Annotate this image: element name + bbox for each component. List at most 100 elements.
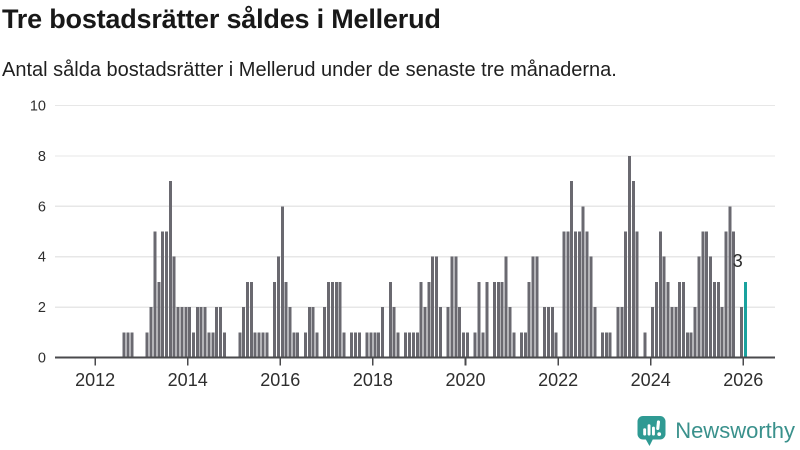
bar-month-30: [211, 332, 215, 358]
bar-month-108: [512, 332, 516, 358]
chart-subtitle: Antal sålda bostadsrätter i Mellerud und…: [2, 59, 617, 81]
bar-month-29: [207, 332, 211, 358]
bar-month-37: [238, 332, 242, 358]
bar-month-82: [411, 332, 415, 358]
bar-month-95: [462, 332, 466, 358]
highlight-value-label: 3: [733, 251, 743, 271]
bar-month-33: [222, 332, 226, 358]
bar-month-49: [284, 281, 288, 358]
bar-month-63: [338, 281, 342, 358]
bar-month-84: [419, 281, 423, 358]
bar-month-131: [601, 332, 604, 358]
x-axis-label-2012: 2012: [75, 370, 115, 390]
bar-month-31: [215, 307, 219, 358]
bar-month-41: [253, 332, 257, 358]
highlight-bar-latest: [743, 281, 747, 358]
bar-month-163: [724, 231, 728, 358]
bar-month-67: [354, 332, 358, 358]
bar-month-28: [203, 307, 207, 358]
bar-month-135: [616, 307, 620, 358]
bar-month-113: [531, 256, 535, 358]
bar-month-127: [585, 231, 589, 358]
bar-month-92: [450, 256, 454, 358]
bar-month-73: [377, 332, 381, 358]
bar-month-148: [666, 281, 670, 358]
bar-month-145: [655, 281, 659, 358]
bar-month-111: [523, 332, 527, 358]
bar-month-161: [716, 281, 720, 358]
bar-month-96: [465, 332, 469, 358]
bar-month-87: [431, 256, 435, 358]
bar-month-129: [593, 307, 597, 358]
bar-month-9: [130, 332, 134, 358]
bar-month-54: [303, 332, 307, 358]
x-axis-label-2022: 2022: [538, 370, 578, 390]
bar-month-23: [184, 307, 188, 358]
bar-month-55: [307, 307, 311, 358]
bar-month-19: [168, 181, 172, 358]
bar-month-80: [404, 332, 408, 358]
bar-month-38: [242, 307, 246, 358]
bar-month-125: [577, 231, 581, 358]
bar-month-136: [620, 307, 624, 358]
bar-month-119: [554, 332, 558, 358]
bar-month-27: [199, 307, 203, 358]
bar-month-62: [334, 281, 338, 358]
bar-month-138: [628, 155, 632, 358]
bar-month-43: [261, 332, 265, 358]
bar-month-70: [365, 332, 369, 358]
bar-month-59: [323, 307, 327, 358]
bar-month-86: [427, 281, 431, 358]
bar-month-42: [257, 332, 261, 358]
bar-month-116: [543, 307, 547, 358]
bar-month-78: [396, 332, 400, 358]
bar-month-16: [157, 281, 161, 358]
bar-month-32: [219, 307, 223, 358]
bar-month-25: [192, 332, 196, 358]
bar-month-48: [280, 206, 284, 358]
x-axis-label-2024: 2024: [631, 370, 671, 390]
bar-month-139: [631, 181, 635, 358]
bar-month-157: [701, 231, 705, 358]
bar-month-8: [126, 332, 130, 358]
x-axis-label-2014: 2014: [168, 370, 208, 390]
bar-month-142: [643, 332, 647, 358]
bar-month-118: [550, 307, 554, 358]
bar-month-137: [624, 231, 628, 358]
bar-month-57: [315, 332, 319, 358]
bar-month-83: [415, 332, 419, 358]
bar-month-99: [477, 281, 481, 358]
bar-month-13: [145, 332, 149, 358]
bar-month-60: [327, 281, 331, 358]
bar-month-74: [381, 307, 385, 358]
bar-month-114: [535, 256, 539, 358]
x-axis-label-2026: 2026: [723, 370, 763, 390]
bar-month-126: [581, 206, 585, 358]
bar-month-117: [546, 307, 550, 358]
bar-month-122: [566, 231, 570, 358]
bar-month-39: [246, 281, 250, 358]
bar-month-128: [589, 256, 593, 358]
bar-month-147: [662, 256, 666, 358]
y-axis-label-10: 10: [30, 99, 46, 115]
chart-title: Tre bostadsrätter såldes i Mellerud: [2, 4, 441, 34]
bar-month-72: [373, 332, 377, 358]
bar-month-44: [265, 332, 269, 358]
bar-month-133: [608, 332, 612, 358]
bar-month-140: [635, 231, 639, 358]
bar-month-123: [570, 181, 574, 358]
bar-month-106: [504, 256, 508, 358]
y-axis-label-2: 2: [38, 300, 46, 316]
bar-month-158: [705, 231, 709, 358]
bar-month-18: [165, 231, 168, 358]
bar-month-144: [651, 307, 655, 358]
bar-month-155: [693, 307, 697, 358]
bar-month-100: [481, 332, 485, 358]
bar-month-17: [161, 231, 165, 358]
bar-month-160: [712, 281, 716, 358]
newsworthy-logo-text: Newsworthy: [675, 417, 795, 443]
bar-month-68: [357, 332, 361, 358]
newsworthy-bar-chart-icon: [636, 414, 667, 447]
